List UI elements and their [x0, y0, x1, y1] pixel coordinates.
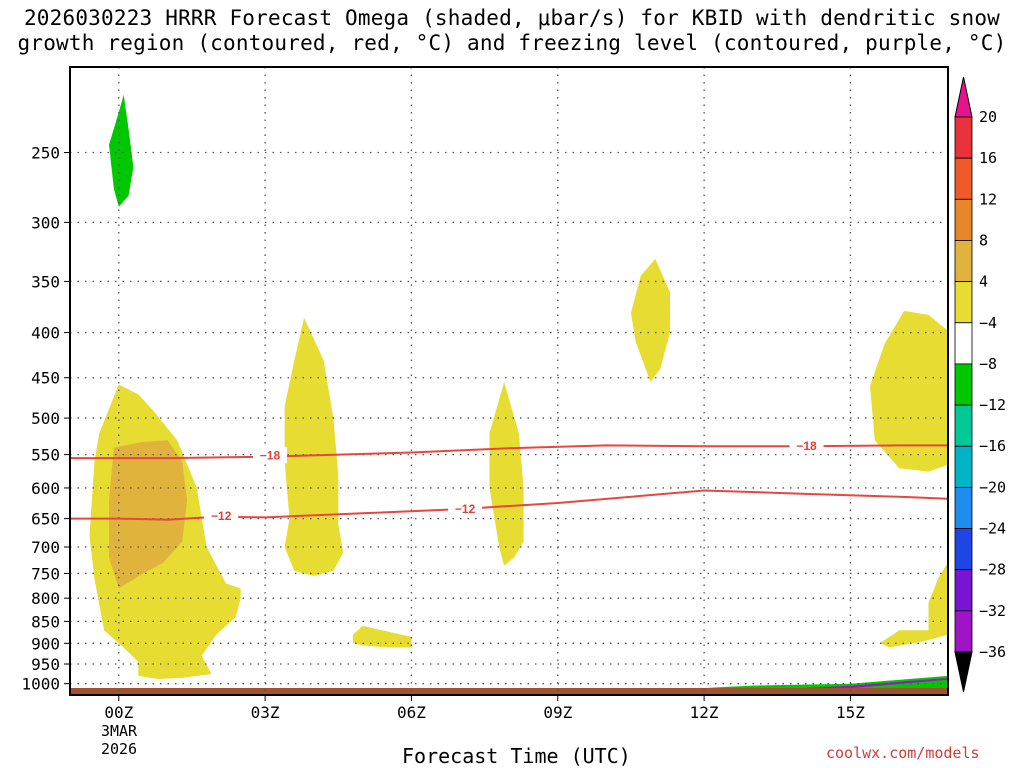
colorbar-label: 16 — [979, 149, 997, 167]
omega-region-yellow-right — [870, 310, 948, 472]
start-date-year: 2026 — [100, 740, 138, 758]
colorbar-label: −20 — [979, 478, 1006, 496]
y-tick-label: 300 — [31, 213, 60, 232]
omega-region-green-250 — [109, 94, 134, 207]
y-tick-label: 950 — [31, 655, 60, 674]
colorbar-label: −16 — [979, 437, 1006, 455]
chart-title-line-1: 2026030223 HRRR Forecast Omega (shaded, … — [23, 6, 1001, 30]
y-tick-label: 700 — [31, 538, 60, 557]
snow-growth-contour--18 — [70, 444, 948, 460]
colorbar-label: −36 — [979, 643, 1006, 661]
colorbar-label: −24 — [979, 520, 1006, 538]
colorbar-segment-2 — [954, 198, 973, 241]
colorbar-label: −32 — [979, 602, 1006, 620]
y-tick-label: 600 — [31, 479, 60, 498]
contour-label-bg — [789, 438, 824, 455]
contour-label--18: −18 — [796, 439, 817, 453]
colorbar-segment-10 — [954, 528, 973, 571]
contour-label--12: −12 — [211, 509, 232, 523]
colorbar-label: −28 — [979, 561, 1006, 579]
y-tick-label: 450 — [31, 369, 60, 388]
colorbar-segment-12 — [954, 610, 973, 653]
contour-label--18: −18 — [260, 448, 281, 462]
x-axis-label: Forecast Time (UTC) — [402, 744, 631, 768]
colorbar-segment-4 — [954, 281, 973, 324]
colorbar-label: −4 — [979, 314, 997, 332]
y-tick-label: 250 — [31, 143, 60, 162]
y-tick-label: 1000 — [21, 675, 60, 694]
y-tick-label: 750 — [31, 564, 60, 583]
colorbar-segment-11 — [954, 569, 973, 612]
colorbar-segment-0 — [954, 116, 973, 159]
ground-strip — [70, 688, 948, 695]
contour-label--12: −12 — [455, 502, 476, 516]
contour-label-bg — [448, 501, 483, 518]
start-date-day: 3MAR — [100, 722, 138, 740]
y-tick-label: 800 — [31, 589, 60, 608]
colorbar-segment-8 — [954, 445, 973, 488]
x-tick-label: 03Z — [251, 703, 280, 722]
omega-region-yellow-08z — [489, 382, 524, 566]
y-tick-label: 400 — [31, 324, 60, 343]
x-tick-label: 09Z — [543, 703, 572, 722]
y-tick-label: 900 — [31, 634, 60, 653]
colorbar-segment-7 — [954, 404, 973, 447]
colorbar-label: 8 — [979, 231, 988, 249]
colorbar-segment-3 — [954, 240, 973, 283]
colorbar-segment-6 — [954, 363, 973, 406]
colorbar-label: 4 — [979, 273, 988, 291]
start-date-label: 3MAR 2026 — [94, 722, 144, 758]
x-tick-label: 06Z — [397, 703, 426, 722]
colorbar-segment-9 — [954, 486, 973, 529]
y-tick-label: 650 — [31, 510, 60, 529]
chart-title-line-2: growth region (contoured, red, °C) and f… — [17, 31, 1007, 55]
omega-region-orange-left — [109, 440, 188, 589]
omega-region-yellow-04z — [284, 317, 344, 576]
colorbar-segment-1 — [954, 157, 973, 200]
omega-region-yellow-11z — [630, 258, 670, 382]
colorbar-over-arrow — [954, 76, 973, 118]
x-tick-label: 00Z — [104, 703, 133, 722]
y-tick-label: 550 — [31, 446, 60, 465]
omega-region-yellow-05z-low — [352, 625, 412, 648]
y-tick-label: 350 — [31, 272, 60, 291]
y-tick-label: 850 — [31, 612, 60, 631]
x-tick-label: 15Z — [836, 703, 865, 722]
contour-label-bg — [252, 447, 287, 464]
plot-frame — [69, 66, 949, 696]
colorbar-under-arrow — [954, 651, 973, 693]
y-tick-label: 500 — [31, 409, 60, 428]
colorbar-label: 20 — [979, 108, 997, 126]
colorbar-label: −12 — [979, 396, 1006, 414]
colorbar-label: −8 — [979, 355, 997, 373]
colorbar-label: 12 — [979, 190, 997, 208]
site-credit: coolwx.com/models — [826, 744, 980, 762]
contour-label-bg — [204, 508, 239, 525]
omega-region-yellow-right-low — [879, 562, 948, 648]
colorbar-segment-5 — [954, 322, 973, 365]
snow-growth-contour--12 — [70, 489, 949, 521]
x-tick-label: 12Z — [690, 703, 719, 722]
